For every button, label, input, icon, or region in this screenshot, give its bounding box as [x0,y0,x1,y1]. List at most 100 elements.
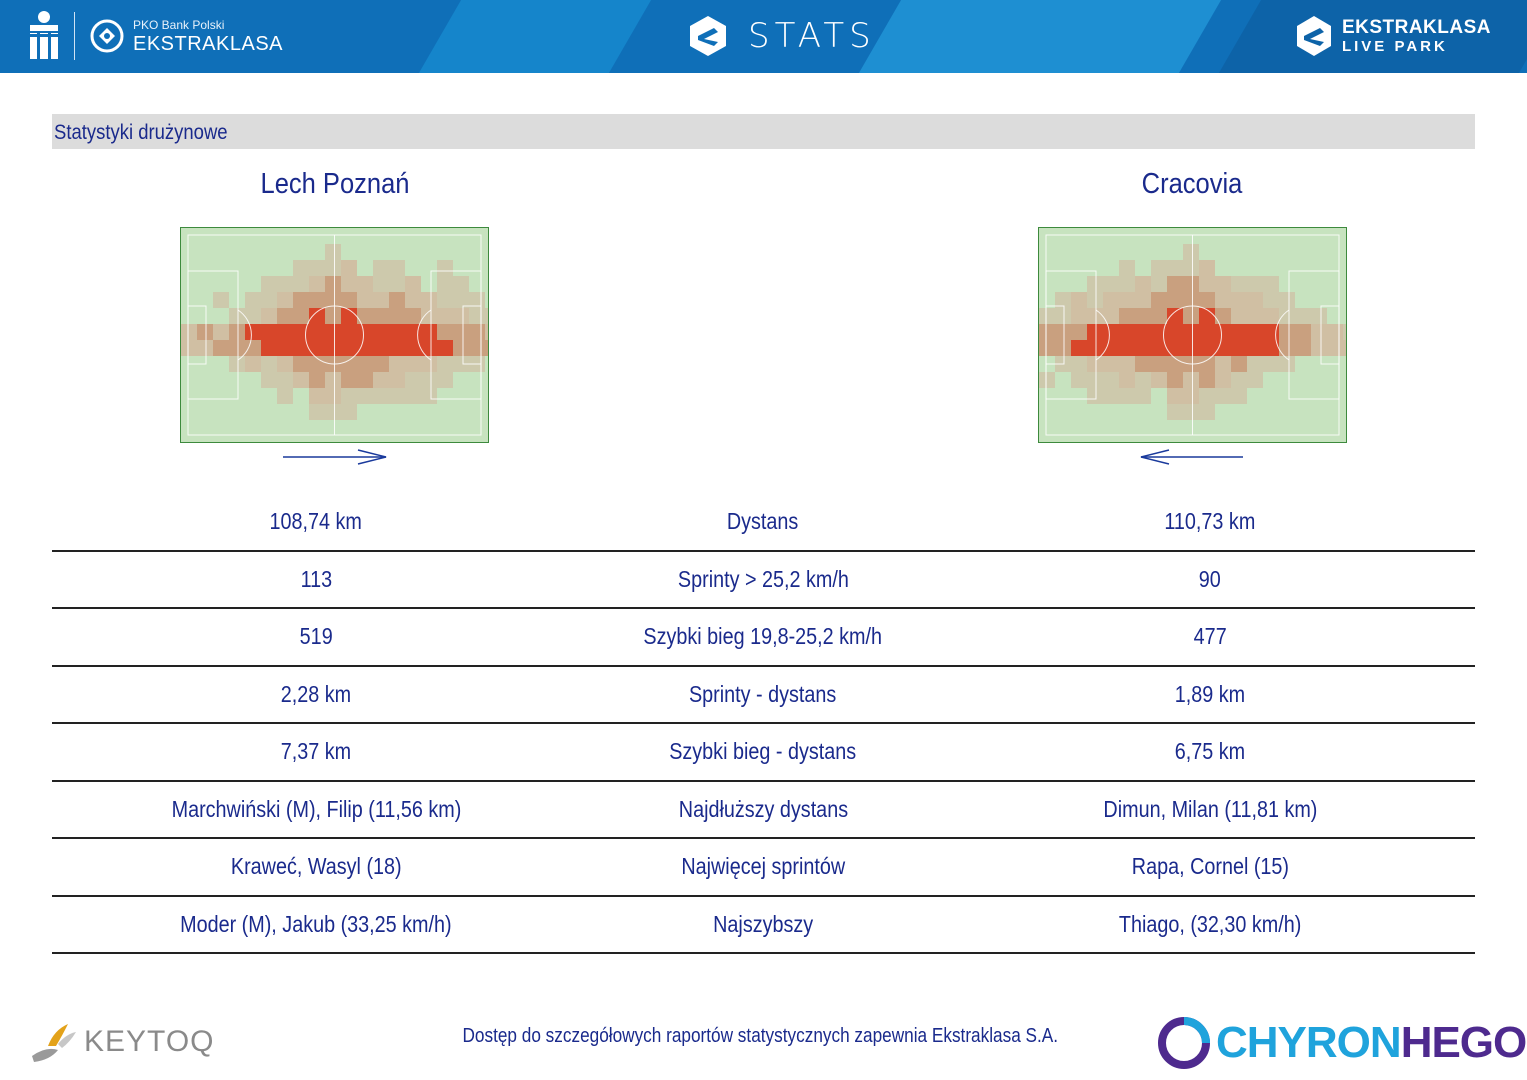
heatmap-cell [1135,324,1151,340]
heatmap-cell [261,308,277,324]
heatmap-cell [1103,308,1119,324]
away-value: 6,75 km [1174,738,1246,764]
heatmap-cell [277,388,293,404]
heatmap-cell [1167,356,1183,372]
pitch-marking [237,309,252,361]
heatmap-cell [357,340,373,356]
heatmap-cell [389,340,405,356]
away-value: Thiago, (32,30 km/h) [1118,910,1302,937]
heatmap-cell [325,340,341,356]
pitch-marking [462,305,482,365]
heatmap-cell [373,276,389,292]
heatmap-cell [325,276,341,292]
heatmap-cell [1103,276,1119,292]
heatmap-canvas [1039,234,1346,436]
heatmap-cell [1087,308,1103,324]
stat-row: Moder (M), Jakub (33,25 km/h) Najszybszy… [52,897,1475,954]
heatmap-cell [1263,292,1279,308]
heatmap-cell [341,372,357,388]
heatmap-cell [1135,308,1151,324]
heatmap-cell [1295,324,1311,340]
heatmap-cell [437,276,453,292]
stat-label: Sprinty - dystans [689,680,837,707]
heatmap-cell [1071,292,1087,308]
attack-direction-left-arrow-icon [1140,449,1243,465]
heatmap-cell [1055,308,1071,324]
away-value: 477 [1193,623,1227,649]
heatmap-cell [293,276,309,292]
heatmap-cell [1247,308,1263,324]
heatmap-cell [357,292,373,308]
heatmap-cell [1151,308,1167,324]
heatmap-cell [325,260,341,276]
heatmap-cell [1135,292,1151,308]
ekstraklasa-e-icon [1296,16,1331,56]
live-park-top: EKSTRAKLASA [1341,17,1491,38]
heatmap-cell [453,292,469,308]
heatmap-cell [1263,276,1279,292]
heatmap-cell [1247,372,1263,388]
heatmap-cell [1151,356,1167,372]
stat-row: Marchwiński (M), Filip (11,56 km) Najdłu… [52,782,1475,839]
heatmap-cell [357,324,373,340]
chyron-text: CHYRON [1216,1018,1402,1067]
heatmap-cell [1167,340,1183,356]
heatmap-cell [469,308,485,324]
heatmap-cell [1167,388,1183,404]
heatmap-cell [1311,324,1327,340]
heatmap-cell [1167,292,1183,308]
heatmap-cell [293,324,309,340]
pitch-marking [1163,305,1222,365]
stat-row: 7,37 km Szybki bieg - dystans 6,75 km [52,724,1475,782]
ekstraklasa-label: EKSTRAKLASA [133,32,284,55]
heatmap-cell [1231,324,1247,340]
heatmap-cell [1279,308,1295,324]
heatmap-cell [1103,292,1119,308]
heatmap-cell [293,308,309,324]
heatmap-cell [437,356,453,372]
heatmap-cell [341,260,357,276]
heatmap-cell [389,292,405,308]
heatmap-cell [1087,356,1103,372]
stat-row: 113 Sprinty > 25,2 km/h 90 [52,552,1475,609]
heatmap-cell [309,340,325,356]
heatmap-cell [309,308,325,324]
heatmap-cell [325,404,341,420]
heatmap-cell [389,260,405,276]
heatmap-cell [1167,276,1183,292]
pitch-marking [305,305,364,365]
heatmap-cell [1183,388,1199,404]
heatmap-cell [357,388,373,404]
heatmap-cell [213,324,229,340]
stat-label: Najwięcej sprintów [681,853,845,879]
heatmap-cell [1167,404,1183,420]
stat-label: Najszybszy [712,910,814,937]
heatmap-cell [437,324,453,340]
heatmap-cell [341,340,357,356]
attack-direction-right-arrow-icon [283,449,387,465]
stat-row: 519 Szybki bieg 19,8-25,2 km/h 477 [52,609,1475,667]
hego-text: HEGO [1400,1018,1527,1067]
heatmap-cell [1231,388,1247,404]
heatmap-cell [405,388,421,404]
heatmap-cell [1135,356,1151,372]
home-value: Kraweć, Wasyl (18) [230,853,402,879]
heatmap-cell [405,372,421,388]
heatmap-cell [1215,340,1231,356]
pko-piggy-bank-icon [26,11,62,59]
away-value: 1,89 km [1174,680,1246,707]
heatmap-cell [469,340,485,356]
heatmap-cell [1135,340,1151,356]
heatmap-cell [1263,308,1279,324]
heatmap-cell [1279,340,1295,356]
heatmap-cell [1167,324,1183,340]
heatmap-cell [325,324,341,340]
heatmap-cell [1279,292,1295,308]
heatmap-cell [1039,324,1055,340]
heatmap-cell [1087,292,1103,308]
heatmap-cell [1231,308,1247,324]
pitch-marking [417,309,432,361]
heatmap-cell [1183,244,1199,260]
heatmap-cell [357,372,373,388]
heatmap-cell [389,308,405,324]
